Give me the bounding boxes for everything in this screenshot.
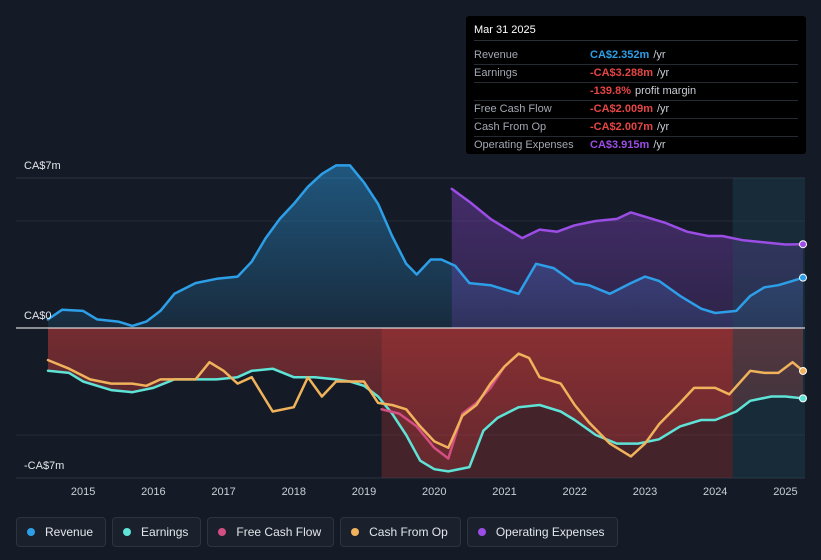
legend-label: Operating Expenses: [495, 525, 605, 539]
tooltip-row: Cash From Op -CA$2.007m/yr: [474, 119, 798, 137]
cash-from-op-end-marker: [799, 366, 807, 375]
tooltip-row: Free Cash Flow -CA$2.009m/yr: [474, 101, 798, 119]
legend-label: Free Cash Flow: [236, 525, 322, 539]
x-tick-2016: 2016: [141, 486, 165, 498]
chart-legend: Revenue Earnings Free Cash Flow Cash From O…: [16, 517, 618, 547]
earnings-area: [48, 328, 803, 472]
tooltip-unit: /yr: [656, 67, 670, 79]
tooltip-rows: Revenue CA$2.352m/yr Earnings -CA$3.288m/yr…: [474, 47, 798, 154]
tooltip-label: Cash From Op: [474, 121, 547, 133]
tooltip-unit: /yr: [653, 139, 666, 151]
tooltip-row: -139.8% profit margin: [474, 83, 798, 101]
legend-label: Revenue: [45, 525, 94, 539]
tooltip-value: -CA$2.009m: [590, 103, 653, 115]
chart-areas: [48, 165, 805, 478]
chart-lines: [16, 164, 807, 473]
x-axis-ticks: 2015 2016 2017 2018 2019 2020 2021 2022 2023 2024…: [71, 486, 798, 498]
tooltip-label: Revenue: [474, 49, 519, 61]
legend-item-cash-from-op[interactable]: Cash From Op: [340, 517, 461, 547]
tooltip-row: Earnings -CA$3.288m/yr: [474, 65, 798, 83]
legend-dot-icon: [27, 528, 35, 536]
x-tick-2023: 2023: [633, 486, 657, 498]
legend-dot-icon: [218, 528, 227, 536]
x-tick-2021: 2021: [492, 486, 516, 498]
x-tick-2020: 2020: [422, 486, 446, 498]
tooltip-label: Earnings: [474, 67, 518, 79]
tooltip-row: Operating Expenses CA$3.915m/yr: [474, 137, 798, 154]
operating-expenses-end-marker: [799, 240, 807, 249]
tooltip-value: -CA$2.007m: [590, 121, 653, 133]
legend-label: Cash From Op: [369, 525, 448, 539]
tooltip-unit: /yr: [656, 121, 670, 133]
tooltip-row: Revenue CA$2.352m/yr: [474, 47, 798, 65]
tooltip-value: -139.8%: [590, 85, 631, 97]
earnings-end-marker: [799, 394, 807, 403]
x-tick-2015: 2015: [71, 486, 95, 498]
tooltip-label: Free Cash Flow: [474, 103, 552, 115]
x-tick-2022: 2022: [563, 486, 587, 498]
operating-expenses-line: [450, 187, 805, 246]
legend-dot-icon: [477, 528, 486, 536]
x-tick-2025: 2025: [773, 486, 797, 498]
legend-dot-icon: [123, 528, 132, 536]
operating-expenses-area: [451, 188, 803, 328]
y-label-bottom: -CA$7m: [24, 460, 65, 472]
y-label-top: CA$7m: [24, 160, 61, 172]
tooltip-label: [474, 83, 590, 100]
tooltip-unit: profit margin: [634, 85, 697, 97]
cash-from-op-line: [46, 352, 805, 458]
y-label-zero: CA$0: [24, 310, 52, 322]
x-tick-2018: 2018: [282, 486, 306, 498]
legend-item-free-cash-flow[interactable]: Free Cash Flow: [207, 517, 335, 547]
revenue-end-marker: [799, 273, 807, 282]
tooltip-value: CA$3.915m: [590, 139, 650, 151]
tooltip-value: CA$2.352m: [590, 49, 650, 61]
tooltip-value: -CA$3.288m: [590, 67, 653, 79]
tooltip-date: Mar 31 2025: [474, 24, 798, 41]
revenue-area: [48, 165, 803, 328]
tooltip-label: Operating Expenses: [474, 139, 574, 151]
legend-item-earnings[interactable]: Earnings: [112, 517, 202, 547]
x-tick-2019: 2019: [352, 486, 376, 498]
tooltip-unit: /yr: [656, 103, 670, 115]
x-tick-2017: 2017: [211, 486, 235, 498]
legend-label: Earnings: [141, 525, 189, 539]
legend-item-operating-expenses[interactable]: Operating Expenses: [466, 517, 618, 547]
data-tooltip: Mar 31 2025 Revenue CA$2.352m/yr Earnings -…: [466, 16, 806, 154]
free-cash-flow-line: [380, 352, 520, 460]
x-tick-2024: 2024: [703, 486, 727, 498]
legend-dot-icon: [351, 528, 360, 536]
legend-item-revenue[interactable]: Revenue: [16, 517, 107, 547]
tooltip-unit: /yr: [653, 49, 666, 61]
revenue-line: [46, 164, 805, 328]
